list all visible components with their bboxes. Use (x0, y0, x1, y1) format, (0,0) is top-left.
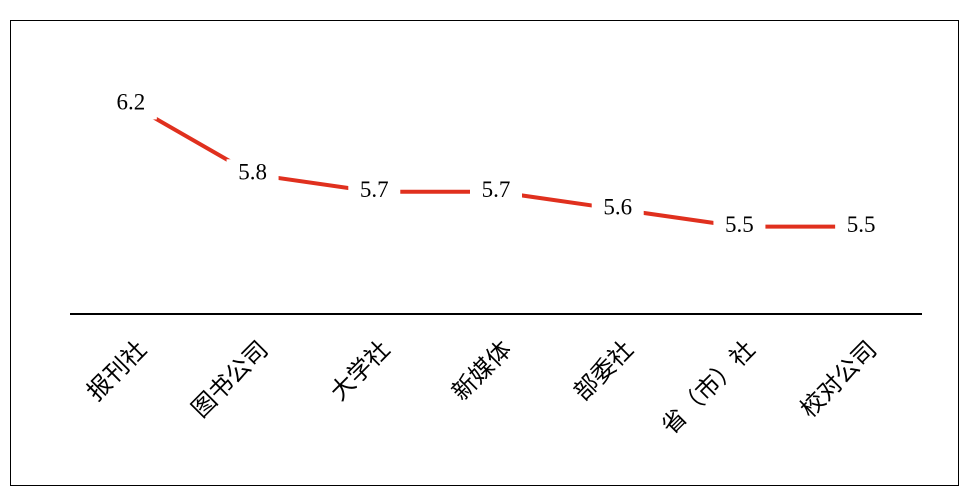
data-label: 5.7 (482, 177, 511, 202)
label-bg (470, 176, 522, 207)
x-tick-label: 校对公司 (795, 335, 883, 423)
x-tick-label: 新媒体 (446, 335, 517, 406)
label-bg (591, 194, 644, 225)
frame (10, 20, 959, 486)
data-label: 5.5 (725, 212, 754, 237)
data-label: 5.6 (603, 194, 632, 219)
data-label: 5.5 (847, 212, 876, 237)
label-bg (104, 89, 157, 120)
x-tick-label: 部委社 (568, 335, 639, 406)
x-tick-label: 图书公司 (186, 335, 274, 423)
label-bg (713, 211, 766, 242)
x-tick-label: 大学社 (325, 335, 396, 406)
x-tick-label: 省（市）社 (656, 335, 761, 440)
data-label: 5.7 (360, 177, 389, 202)
label-bg (835, 211, 888, 242)
data-label: 5.8 (238, 160, 267, 185)
label-bg (226, 159, 279, 190)
data-label: 6.2 (116, 90, 145, 115)
x-tick-label: 报刊社 (81, 335, 152, 406)
label-bg (348, 176, 401, 207)
